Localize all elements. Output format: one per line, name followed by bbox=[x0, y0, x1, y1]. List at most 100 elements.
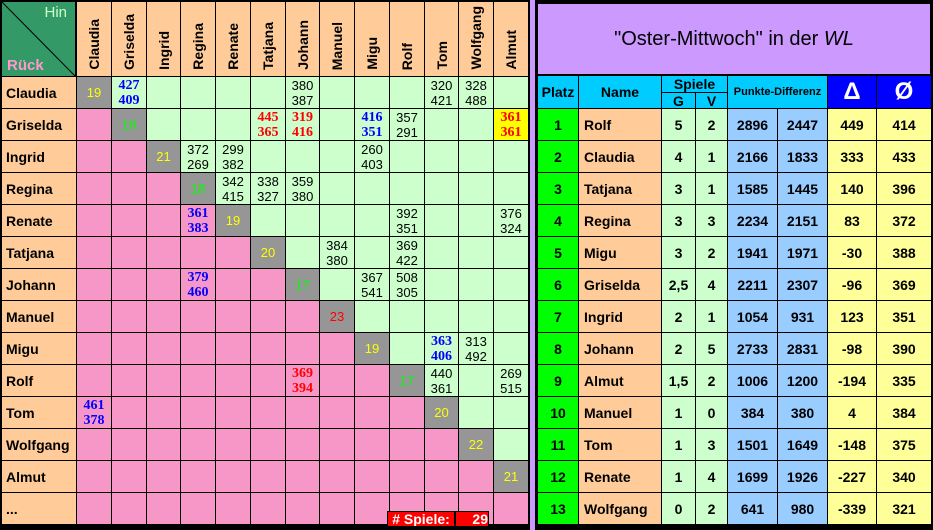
result-cell[interactable] bbox=[458, 300, 494, 333]
result-cell[interactable] bbox=[458, 268, 494, 301]
result-cell[interactable] bbox=[111, 332, 147, 365]
result-cell[interactable]: 369 422 bbox=[389, 236, 425, 269]
result-cell[interactable] bbox=[146, 236, 181, 269]
result-cell[interactable]: 416 351 bbox=[354, 108, 390, 141]
result-cell[interactable] bbox=[146, 300, 181, 333]
result-cell[interactable] bbox=[285, 492, 320, 525]
result-cell[interactable] bbox=[424, 204, 459, 237]
row-header-griselda[interactable]: Griselda bbox=[1, 108, 77, 141]
result-cell[interactable] bbox=[146, 76, 181, 109]
result-cell[interactable] bbox=[458, 236, 494, 269]
result-cell[interactable]: 379 460 bbox=[180, 268, 216, 301]
result-cell[interactable]: 260 403 bbox=[354, 140, 390, 173]
result-cell[interactable]: 361 361 bbox=[493, 108, 529, 141]
row-header-johann[interactable]: Johann bbox=[1, 268, 77, 301]
result-cell[interactable] bbox=[76, 364, 112, 397]
result-cell[interactable] bbox=[76, 332, 112, 365]
result-cell[interactable] bbox=[111, 172, 147, 205]
result-cell[interactable] bbox=[111, 268, 147, 301]
result-cell[interactable] bbox=[424, 460, 459, 493]
result-cell[interactable] bbox=[76, 108, 112, 141]
header-average[interactable]: Ø bbox=[876, 75, 932, 109]
column-header-almut[interactable]: Almut bbox=[493, 1, 529, 77]
result-cell[interactable]: 372 269 bbox=[180, 140, 216, 173]
result-cell[interactable] bbox=[146, 364, 181, 397]
result-cell[interactable] bbox=[180, 396, 216, 429]
result-cell[interactable] bbox=[76, 140, 112, 173]
result-cell[interactable] bbox=[215, 428, 251, 461]
result-cell[interactable]: 369 394 bbox=[285, 364, 320, 397]
result-cell[interactable] bbox=[354, 172, 390, 205]
column-header-manuel[interactable]: Manuel bbox=[319, 1, 355, 77]
result-cell[interactable] bbox=[354, 364, 390, 397]
diagonal-cell[interactable]: 23 bbox=[319, 300, 355, 333]
result-cell[interactable] bbox=[319, 172, 355, 205]
result-cell[interactable] bbox=[354, 236, 390, 269]
result-cell[interactable] bbox=[319, 396, 355, 429]
diagonal-cell[interactable]: 17 bbox=[285, 268, 320, 301]
column-header-tom[interactable]: Tom bbox=[424, 1, 459, 77]
result-cell[interactable] bbox=[250, 396, 286, 429]
result-cell[interactable] bbox=[493, 428, 529, 461]
result-cell[interactable] bbox=[285, 460, 320, 493]
result-cell[interactable]: 357 291 bbox=[389, 108, 425, 141]
result-cell[interactable] bbox=[319, 428, 355, 461]
diagonal-cell[interactable]: 19 bbox=[76, 76, 112, 109]
result-cell[interactable] bbox=[146, 204, 181, 237]
result-cell[interactable] bbox=[354, 76, 390, 109]
result-cell[interactable] bbox=[111, 204, 147, 237]
result-cell[interactable] bbox=[146, 396, 181, 429]
result-cell[interactable] bbox=[215, 108, 251, 141]
header-spiele[interactable]: Spiele bbox=[661, 75, 728, 93]
result-cell[interactable]: 367 541 bbox=[354, 268, 390, 301]
header-g[interactable]: G bbox=[661, 92, 696, 109]
result-cell[interactable] bbox=[111, 140, 147, 173]
column-header-tatjana[interactable]: Tatjana bbox=[250, 1, 286, 77]
result-cell[interactable] bbox=[215, 460, 251, 493]
result-cell[interactable] bbox=[76, 204, 112, 237]
result-cell[interactable]: 427 409 bbox=[111, 76, 147, 109]
result-cell[interactable] bbox=[146, 108, 181, 141]
diagonal-cell[interactable]: 17 bbox=[389, 364, 425, 397]
result-cell[interactable] bbox=[424, 172, 459, 205]
header-v[interactable]: V bbox=[695, 92, 728, 109]
result-cell[interactable] bbox=[424, 268, 459, 301]
result-cell[interactable]: 376 324 bbox=[493, 204, 529, 237]
result-cell[interactable] bbox=[76, 268, 112, 301]
result-cell[interactable] bbox=[250, 300, 286, 333]
result-cell[interactable]: 461 378 bbox=[76, 396, 112, 429]
diagonal-cell[interactable]: 21 bbox=[146, 140, 181, 173]
result-cell[interactable] bbox=[458, 108, 494, 141]
result-cell[interactable] bbox=[215, 268, 251, 301]
row-header-manuel[interactable]: Manuel bbox=[1, 300, 77, 333]
result-cell[interactable] bbox=[424, 140, 459, 173]
result-cell[interactable] bbox=[76, 492, 112, 525]
result-cell[interactable]: 380 387 bbox=[285, 76, 320, 109]
result-cell[interactable] bbox=[354, 428, 390, 461]
result-cell[interactable] bbox=[250, 332, 286, 365]
result-cell[interactable] bbox=[458, 460, 494, 493]
column-header-ingrid[interactable]: Ingrid bbox=[146, 1, 181, 77]
result-cell[interactable] bbox=[354, 204, 390, 237]
result-cell[interactable] bbox=[76, 300, 112, 333]
result-cell[interactable]: 342 415 bbox=[215, 172, 251, 205]
result-cell[interactable] bbox=[285, 428, 320, 461]
result-cell[interactable] bbox=[354, 396, 390, 429]
result-cell[interactable] bbox=[285, 300, 320, 333]
result-cell[interactable] bbox=[389, 396, 425, 429]
row-header-renate[interactable]: Renate bbox=[1, 204, 77, 237]
result-cell[interactable] bbox=[76, 236, 112, 269]
result-cell[interactable] bbox=[319, 108, 355, 141]
result-cell[interactable] bbox=[319, 140, 355, 173]
result-cell[interactable] bbox=[146, 268, 181, 301]
row-header-ingrid[interactable]: Ingrid bbox=[1, 140, 77, 173]
result-cell[interactable] bbox=[180, 76, 216, 109]
column-header-renate[interactable]: Renate bbox=[215, 1, 251, 77]
result-cell[interactable] bbox=[458, 172, 494, 205]
result-cell[interactable]: 363 406 bbox=[424, 332, 459, 365]
result-cell[interactable] bbox=[250, 460, 286, 493]
result-cell[interactable] bbox=[424, 236, 459, 269]
result-cell[interactable] bbox=[76, 428, 112, 461]
result-cell[interactable] bbox=[250, 76, 286, 109]
row-header-more[interactable]: ... bbox=[1, 492, 77, 525]
